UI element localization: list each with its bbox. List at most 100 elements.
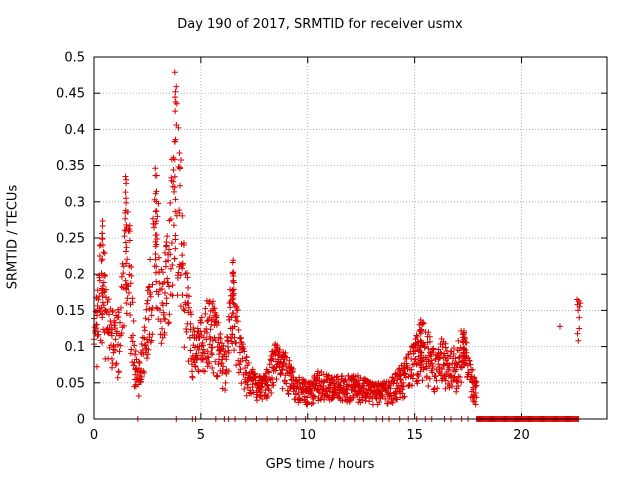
data-point (309, 381, 316, 388)
data-point (159, 269, 166, 276)
data-point (320, 382, 327, 389)
data-point (270, 382, 277, 389)
data-point (159, 302, 166, 309)
data-point (457, 364, 464, 371)
data-point (167, 251, 174, 258)
data-point (401, 393, 408, 400)
data-point (152, 269, 159, 276)
data-point (100, 302, 107, 309)
data-point (203, 336, 210, 343)
data-point (357, 388, 364, 395)
data-point (443, 371, 450, 378)
data-point (327, 381, 334, 388)
data-point (166, 246, 172, 253)
data-point (344, 390, 351, 397)
data-point (204, 363, 211, 370)
data-point (204, 348, 211, 355)
data-point (241, 386, 248, 393)
x-tick-label: 5 (197, 428, 205, 443)
data-point (576, 314, 583, 321)
data-point (304, 399, 311, 406)
data-point (437, 349, 444, 356)
data-point (279, 385, 286, 392)
data-point (265, 369, 272, 376)
data-point (282, 350, 289, 357)
data-point (113, 360, 120, 367)
data-point (235, 369, 242, 376)
data-point (206, 341, 213, 348)
data-point (187, 320, 194, 327)
data-point (117, 342, 124, 349)
chart-title: Day 190 of 2017, SRMTID for receiver usm… (177, 17, 463, 32)
y-tick-label: 0.15 (56, 304, 85, 319)
data-point (132, 351, 139, 358)
grid-lines (94, 57, 607, 419)
data-point (105, 296, 112, 303)
data-point (577, 300, 584, 307)
data-point (241, 348, 248, 355)
data-point (429, 369, 436, 376)
data-point (471, 374, 478, 381)
data-point (154, 236, 161, 242)
data-point (163, 300, 170, 307)
data-point (145, 316, 152, 323)
data-point (408, 366, 415, 373)
data-point (141, 335, 148, 342)
data-point (418, 339, 425, 346)
data-point (413, 361, 420, 368)
x-axis-label: GPS time / hours (265, 457, 375, 472)
data-point (187, 347, 194, 354)
data-point (177, 303, 184, 310)
data-point (99, 310, 106, 317)
data-point (230, 257, 237, 264)
data-point (362, 394, 369, 401)
data-point (556, 323, 563, 330)
data-point (576, 303, 583, 310)
data-point (384, 400, 391, 407)
data-point (121, 227, 128, 234)
data-point (188, 311, 195, 318)
data-point (393, 371, 400, 378)
data-point (357, 374, 364, 381)
data-point (145, 284, 152, 291)
data-point (155, 200, 162, 207)
data-point (201, 368, 208, 375)
data-point (417, 330, 424, 337)
data-point (272, 367, 279, 374)
data-point (96, 277, 103, 284)
data-point (158, 286, 165, 293)
data-point (123, 310, 130, 317)
data-point (123, 281, 130, 288)
data-point (172, 196, 179, 203)
data-point (264, 368, 271, 375)
data-point (153, 188, 160, 195)
data-point (229, 324, 236, 331)
data-point (117, 319, 124, 326)
data-point (450, 345, 457, 352)
data-point (135, 392, 142, 399)
data-point (129, 332, 136, 339)
data-point (103, 308, 109, 315)
data-point (105, 311, 112, 318)
data-point (172, 94, 179, 101)
y-tick-label: 0.5 (64, 51, 85, 66)
data-point (417, 355, 424, 362)
data-point (455, 359, 462, 366)
data-point (149, 331, 156, 338)
data-point (109, 309, 116, 316)
data-point (472, 378, 479, 385)
data-point (245, 360, 252, 367)
data-point (222, 387, 229, 394)
data-point (217, 331, 224, 338)
data-point (94, 333, 101, 340)
data-point (442, 377, 449, 384)
data-point (467, 361, 474, 368)
data-point (153, 263, 160, 270)
data-point (165, 279, 172, 286)
data-point (436, 355, 443, 362)
data-point (189, 368, 196, 375)
data-point (171, 156, 178, 163)
data-point (460, 345, 467, 352)
data-point (252, 374, 259, 381)
data-point (128, 272, 135, 279)
